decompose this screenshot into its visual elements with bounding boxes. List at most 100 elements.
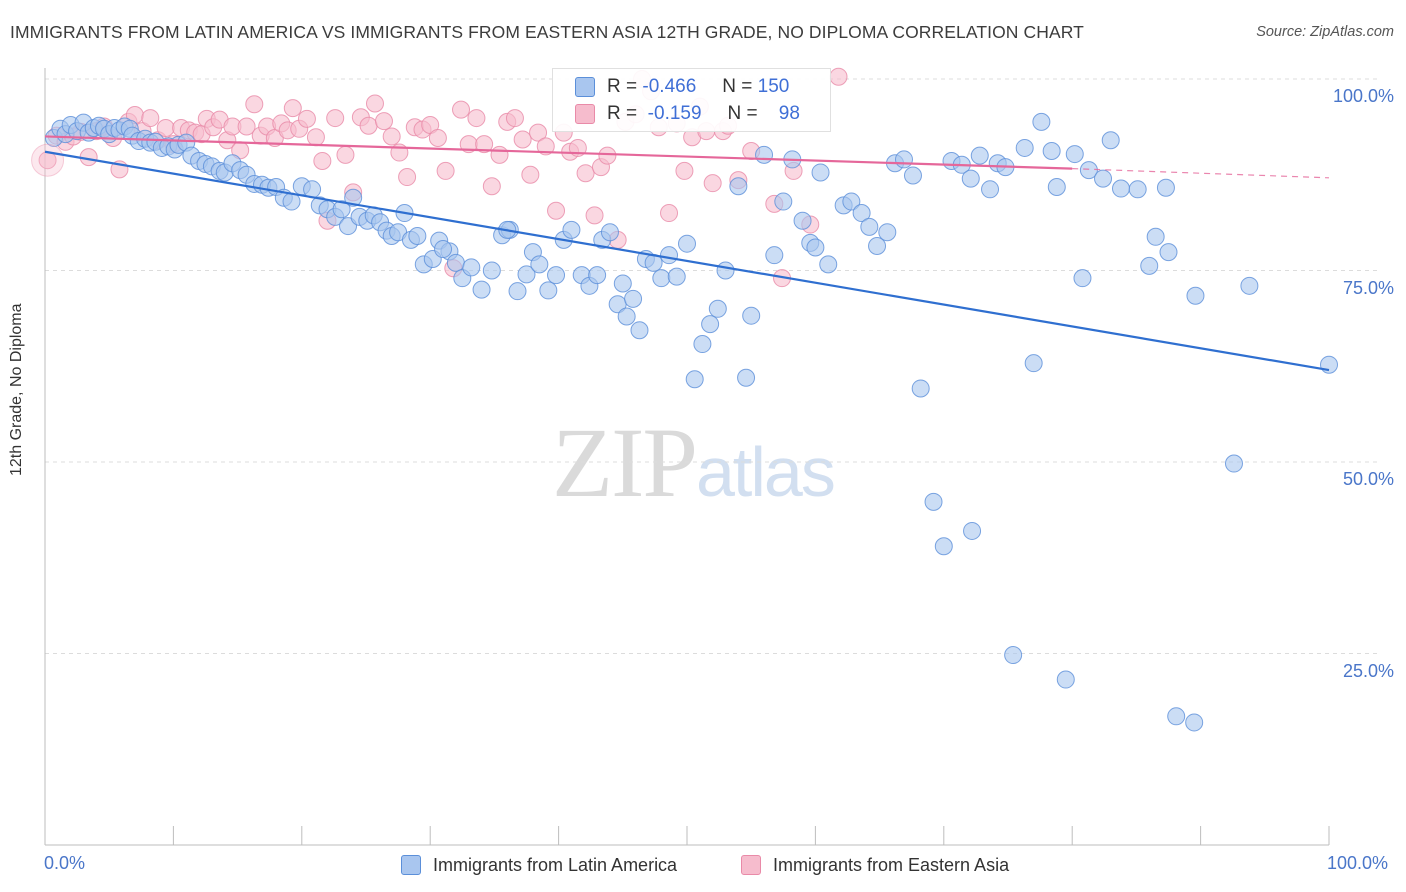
eastern-asia-point — [467, 109, 486, 128]
latin-america-point — [811, 163, 830, 182]
latin-america-point — [547, 266, 566, 285]
eastern-asia-point — [382, 127, 401, 146]
latin-america-point — [1140, 256, 1159, 275]
eastern-asia-point — [297, 109, 316, 128]
legend-n-value: 98 — [778, 103, 800, 124]
eastern-asia-point — [536, 137, 555, 156]
eastern-asia-point — [490, 145, 509, 164]
legend-r-label: R = — [607, 76, 638, 97]
legend-r-label: R = — [607, 103, 638, 124]
latin-america-point — [624, 289, 643, 308]
latin-america-point — [530, 255, 549, 274]
latin-america-point — [860, 217, 879, 236]
watermark-atlas: atlas — [696, 433, 836, 511]
latin-america-point — [462, 258, 481, 277]
latin-america-point — [1056, 670, 1075, 689]
latin-america-point — [660, 246, 679, 265]
bottom-legend-latin-america: Immigrants from Latin America — [401, 852, 677, 878]
legend-n-label: N = — [722, 76, 753, 97]
latin-america-point — [600, 223, 619, 242]
latin-america-point — [842, 192, 861, 211]
latin-america-point — [1042, 142, 1061, 161]
source-label: Source: ZipAtlas.com — [1256, 24, 1394, 40]
legend-row-latin-america: R = -0.466 N = 150 — [575, 75, 789, 99]
eastern-asia-point — [141, 109, 160, 128]
eastern-asia-point — [660, 204, 679, 223]
latin-america-point — [934, 537, 953, 556]
eastern-asia-trend-line — [44, 135, 1073, 170]
bottom-legend-swatch-blue — [401, 855, 421, 875]
legend-r-value: -0.466 — [642, 76, 697, 97]
latin-america-point — [1167, 707, 1186, 726]
eastern-asia-trend-extension — [1072, 168, 1330, 179]
eastern-asia-point — [428, 128, 447, 147]
latin-america-point — [539, 281, 558, 300]
latin-america-point — [806, 238, 825, 257]
eastern-asia-point — [436, 161, 455, 180]
eastern-asia-point — [585, 206, 604, 225]
latin-america-point — [819, 255, 838, 274]
chart-title: IMMIGRANTS FROM LATIN AMERICA VS IMMIGRA… — [10, 22, 1084, 42]
eastern-asia-point — [521, 165, 540, 184]
latin-america-point — [630, 321, 649, 340]
latin-america-point — [693, 335, 712, 354]
legend-n-value: 150 — [757, 76, 790, 97]
eastern-asia-point — [675, 161, 694, 180]
latin-america-point — [708, 299, 727, 318]
latin-america-point — [1186, 286, 1205, 305]
eastern-asia-point — [336, 145, 355, 164]
latin-america-point — [434, 240, 453, 259]
stats-legend: R = -0.466 N = 150 R = -0.159 N = 98 — [552, 68, 831, 132]
latin-america-point — [970, 146, 989, 165]
latin-america-point — [1159, 243, 1178, 262]
legend-swatch-blue — [575, 77, 595, 97]
latin-america-point — [981, 180, 1000, 199]
eastern-asia-point — [703, 174, 722, 193]
latin-america-point — [765, 246, 784, 265]
latin-america-point — [652, 269, 671, 288]
latin-america-point — [482, 261, 501, 280]
latin-america-point — [716, 261, 735, 280]
eastern-asia-point — [829, 67, 848, 86]
latin-america-point — [1065, 145, 1084, 164]
bottom-legend-label: Immigrants from Latin America — [433, 854, 678, 875]
latin-america-point — [1185, 713, 1204, 732]
latin-america-trend-line — [44, 150, 1330, 372]
latin-america-point — [1156, 178, 1175, 197]
latin-america-point — [878, 223, 897, 242]
latin-america-point — [1047, 178, 1066, 197]
latin-america-point — [963, 521, 982, 540]
latin-america-point — [446, 253, 465, 272]
y-tick-label-25: 25.0% — [1342, 661, 1394, 681]
eastern-asia-point — [576, 164, 595, 183]
latin-america-point — [1024, 354, 1043, 373]
latin-america-point — [517, 265, 536, 284]
latin-america-point — [1032, 112, 1051, 131]
latin-america-point — [678, 234, 696, 253]
eastern-asia-point — [452, 100, 471, 119]
x-tick-label-100: 100.0% — [1327, 853, 1389, 873]
eastern-asia-point — [529, 123, 548, 142]
x-tick-label-0: 0.0% — [44, 853, 86, 873]
latin-america-point — [408, 227, 427, 246]
latin-america-point — [729, 177, 748, 196]
latin-america-point — [755, 145, 774, 164]
bottom-legend-label: Immigrants from Eastern Asia — [773, 854, 1010, 875]
latin-america-point — [667, 267, 686, 286]
latin-america-point — [617, 307, 636, 326]
eastern-asia-point — [359, 116, 378, 135]
eastern-asia-point — [547, 201, 566, 220]
latin-america-point — [344, 188, 363, 207]
latin-america-point — [924, 492, 943, 511]
eastern-asia-point — [365, 94, 384, 113]
latin-america-point — [685, 370, 704, 389]
latin-america-point — [1079, 161, 1098, 180]
legend-row-eastern-asia: R = -0.159 N = 98 — [575, 102, 800, 126]
eastern-asia-point — [245, 95, 264, 114]
latin-america-point — [1320, 355, 1338, 374]
latin-america-point — [1004, 646, 1023, 665]
eastern-asia-point — [31, 143, 65, 177]
latin-america-point — [1111, 179, 1130, 198]
legend-r-value: -0.159 — [647, 103, 702, 124]
